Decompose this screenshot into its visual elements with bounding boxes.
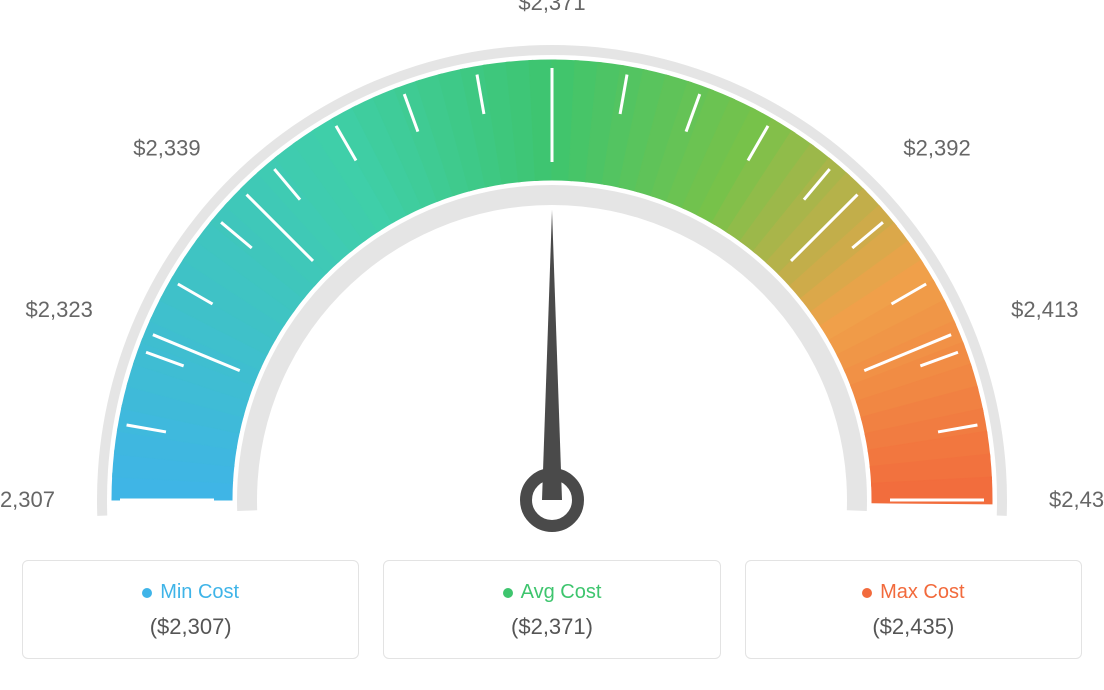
gauge-svg: $2,307 $2,323 $2,339 $2,371 $2,392 $2,413 $2,4… xyxy=(0,0,1104,550)
legend-text-avg: Avg Cost xyxy=(521,581,602,604)
legend-card-min: Min Cost ($2,307) xyxy=(22,560,359,659)
legend-value-max: ($2,435) xyxy=(746,614,1081,640)
legend-dot-min xyxy=(142,588,152,598)
legend-dot-max xyxy=(862,588,872,598)
gauge-tick-label: $2,307 xyxy=(0,487,55,512)
legend-text-min: Min Cost xyxy=(160,581,239,604)
gauge-tick-label: $2,371 xyxy=(518,0,585,15)
legend-dot-avg xyxy=(503,588,513,598)
legend-row: Min Cost ($2,307) Avg Cost ($2,371) Max … xyxy=(22,560,1082,659)
legend-label-avg: Avg Cost xyxy=(503,581,602,604)
gauge-tick-label: $2,339 xyxy=(133,136,200,161)
gauge-tick-label: $2,323 xyxy=(26,297,93,322)
legend-value-avg: ($2,371) xyxy=(384,614,719,640)
gauge-tick-label: $2,392 xyxy=(903,136,970,161)
legend-card-avg: Avg Cost ($2,371) xyxy=(383,560,720,659)
legend-label-max: Max Cost xyxy=(862,581,964,604)
gauge-tick-label: $2,435 xyxy=(1049,487,1104,512)
legend-label-min: Min Cost xyxy=(142,581,239,604)
legend-text-max: Max Cost xyxy=(880,581,964,604)
gauge-needle xyxy=(542,210,562,500)
legend-card-max: Max Cost ($2,435) xyxy=(745,560,1082,659)
gauge-tick-label: $2,413 xyxy=(1011,297,1078,322)
legend-value-min: ($2,307) xyxy=(23,614,358,640)
gauge-chart: $2,307 $2,323 $2,339 $2,371 $2,392 $2,413 $2,4… xyxy=(0,0,1104,550)
